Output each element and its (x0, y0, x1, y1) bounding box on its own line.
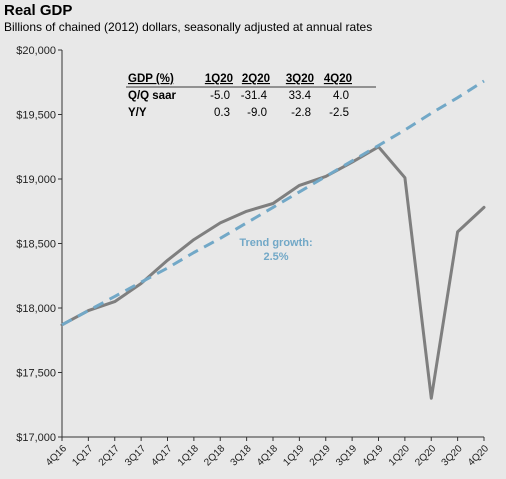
y-tick-label: $18,500 (16, 239, 56, 251)
chart-subtitle: Billions of chained (2012) dollars, seas… (4, 20, 373, 34)
table-corner-header: GDP (%) (128, 73, 174, 85)
y-axis-ticks: $17,000 $17,500 $18,000 $18,500 $19,000 $19,5… (16, 45, 62, 444)
table-column-header: 1Q20 (205, 73, 233, 85)
x-tick-label: 4Q19 (360, 443, 385, 468)
trend-label-line1: Trend growth: (239, 237, 312, 249)
gdp-table: GDP (%) 1Q20 2Q20 3Q20 4Q20 Q/Q saar -5.0 -31.4… (126, 73, 376, 119)
x-tick-label: 2Q18 (202, 443, 227, 468)
x-tick-label: 4Q16 (44, 443, 69, 468)
x-tick-label: 3Q20 (440, 443, 465, 468)
trend-annotation: Trend growth: 2.5% (239, 237, 312, 263)
x-tick-label: 4Q20 (466, 443, 491, 468)
x-tick-label: 1Q20 (387, 443, 412, 468)
series-lines (60, 79, 486, 400)
x-tick-label: 1Q18 (176, 443, 201, 468)
x-tick-label: 4Q18 (255, 443, 280, 468)
x-tick-label: 2Q19 (308, 443, 333, 468)
table-cell: -5.0 (210, 90, 230, 102)
y-tick-label: $18,000 (16, 303, 56, 315)
y-tick-label: $19,000 (16, 174, 56, 186)
y-tick-label: $20,000 (16, 45, 56, 57)
y-tick-label: $17,000 (16, 432, 56, 444)
table-cell: 0.3 (214, 107, 230, 119)
x-tick-label: 3Q17 (123, 443, 148, 468)
x-tick-label: 4Q17 (149, 443, 174, 468)
table-cell: -31.4 (241, 90, 268, 102)
x-tick-label: 2Q20 (413, 443, 438, 468)
table-cell: -2.5 (329, 107, 349, 119)
table-cell: 4.0 (333, 90, 349, 102)
table-column-header: 2Q20 (242, 73, 270, 85)
gdp-line (60, 145, 486, 400)
x-tick-label: 2Q17 (97, 443, 122, 468)
y-tick-label: $19,500 (16, 110, 56, 122)
x-tick-label: 1Q17 (70, 443, 95, 468)
table-cell: 33.4 (289, 90, 312, 102)
x-tick-label: 3Q18 (229, 443, 254, 468)
table-column-header: 3Q20 (286, 73, 314, 85)
trend-label-line2: 2.5% (263, 251, 288, 263)
table-row-label: Q/Q saar (128, 90, 176, 102)
x-tick-label: 3Q19 (334, 443, 359, 468)
x-axis-ticks: 4Q16 1Q17 2Q17 3Q17 4Q17 1Q18 2Q18 3Q18 4Q18 1Q19… (44, 437, 491, 468)
table-cell: -2.8 (291, 107, 311, 119)
table-column-header: 4Q20 (324, 73, 352, 85)
y-tick-label: $17,500 (16, 368, 56, 380)
x-tick-label: 1Q19 (281, 443, 306, 468)
chart-title: Real GDP (4, 2, 73, 19)
table-row-label: Y/Y (128, 107, 147, 119)
table-cell: -9.0 (247, 107, 267, 119)
